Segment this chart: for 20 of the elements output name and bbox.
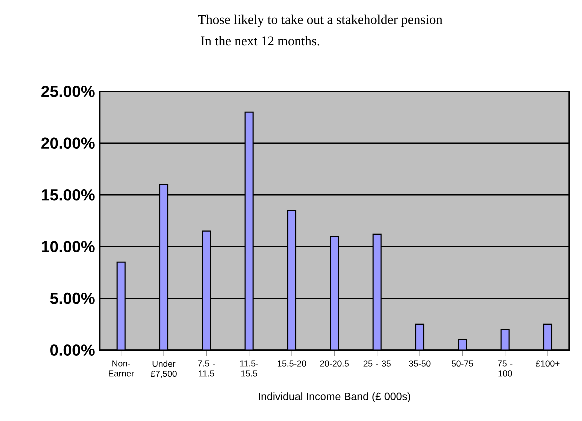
x-tick-label: 20-20.5 [320, 360, 349, 367]
chart-title: Those likely to take out a stakeholder pension [198, 14, 443, 28]
y-tick-label: 5.00% [50, 292, 95, 304]
x-tick-label: 35-50 [409, 360, 431, 367]
x-tick-label: 75 - 100 [498, 360, 513, 377]
x-axis-title: Individual Income Band (£ 000s) [259, 392, 410, 403]
y-tick-label: 25.00% [42, 86, 95, 98]
y-tick-label: 0.00% [50, 344, 95, 356]
x-tick-label: Non- Earner [109, 360, 134, 377]
x-tick-label: 11.5- 15.5 [240, 360, 258, 377]
x-tick-label: 25 - 35 [364, 360, 391, 367]
y-tick-label: 20.00% [42, 138, 95, 150]
chart-subtitle: In the next 12 months. [201, 36, 320, 46]
x-tick-label: 50-75 [452, 360, 474, 367]
x-tick-label: £100+ [536, 360, 560, 367]
x-tick-label: 7.5 - 11.5 [198, 360, 216, 377]
y-tick-label: 10.00% [42, 241, 95, 253]
x-tick-label: 15.5-20 [278, 360, 306, 367]
x-tick-label: Under £7,500 [151, 360, 177, 378]
y-tick-label: 15.00% [42, 189, 95, 201]
